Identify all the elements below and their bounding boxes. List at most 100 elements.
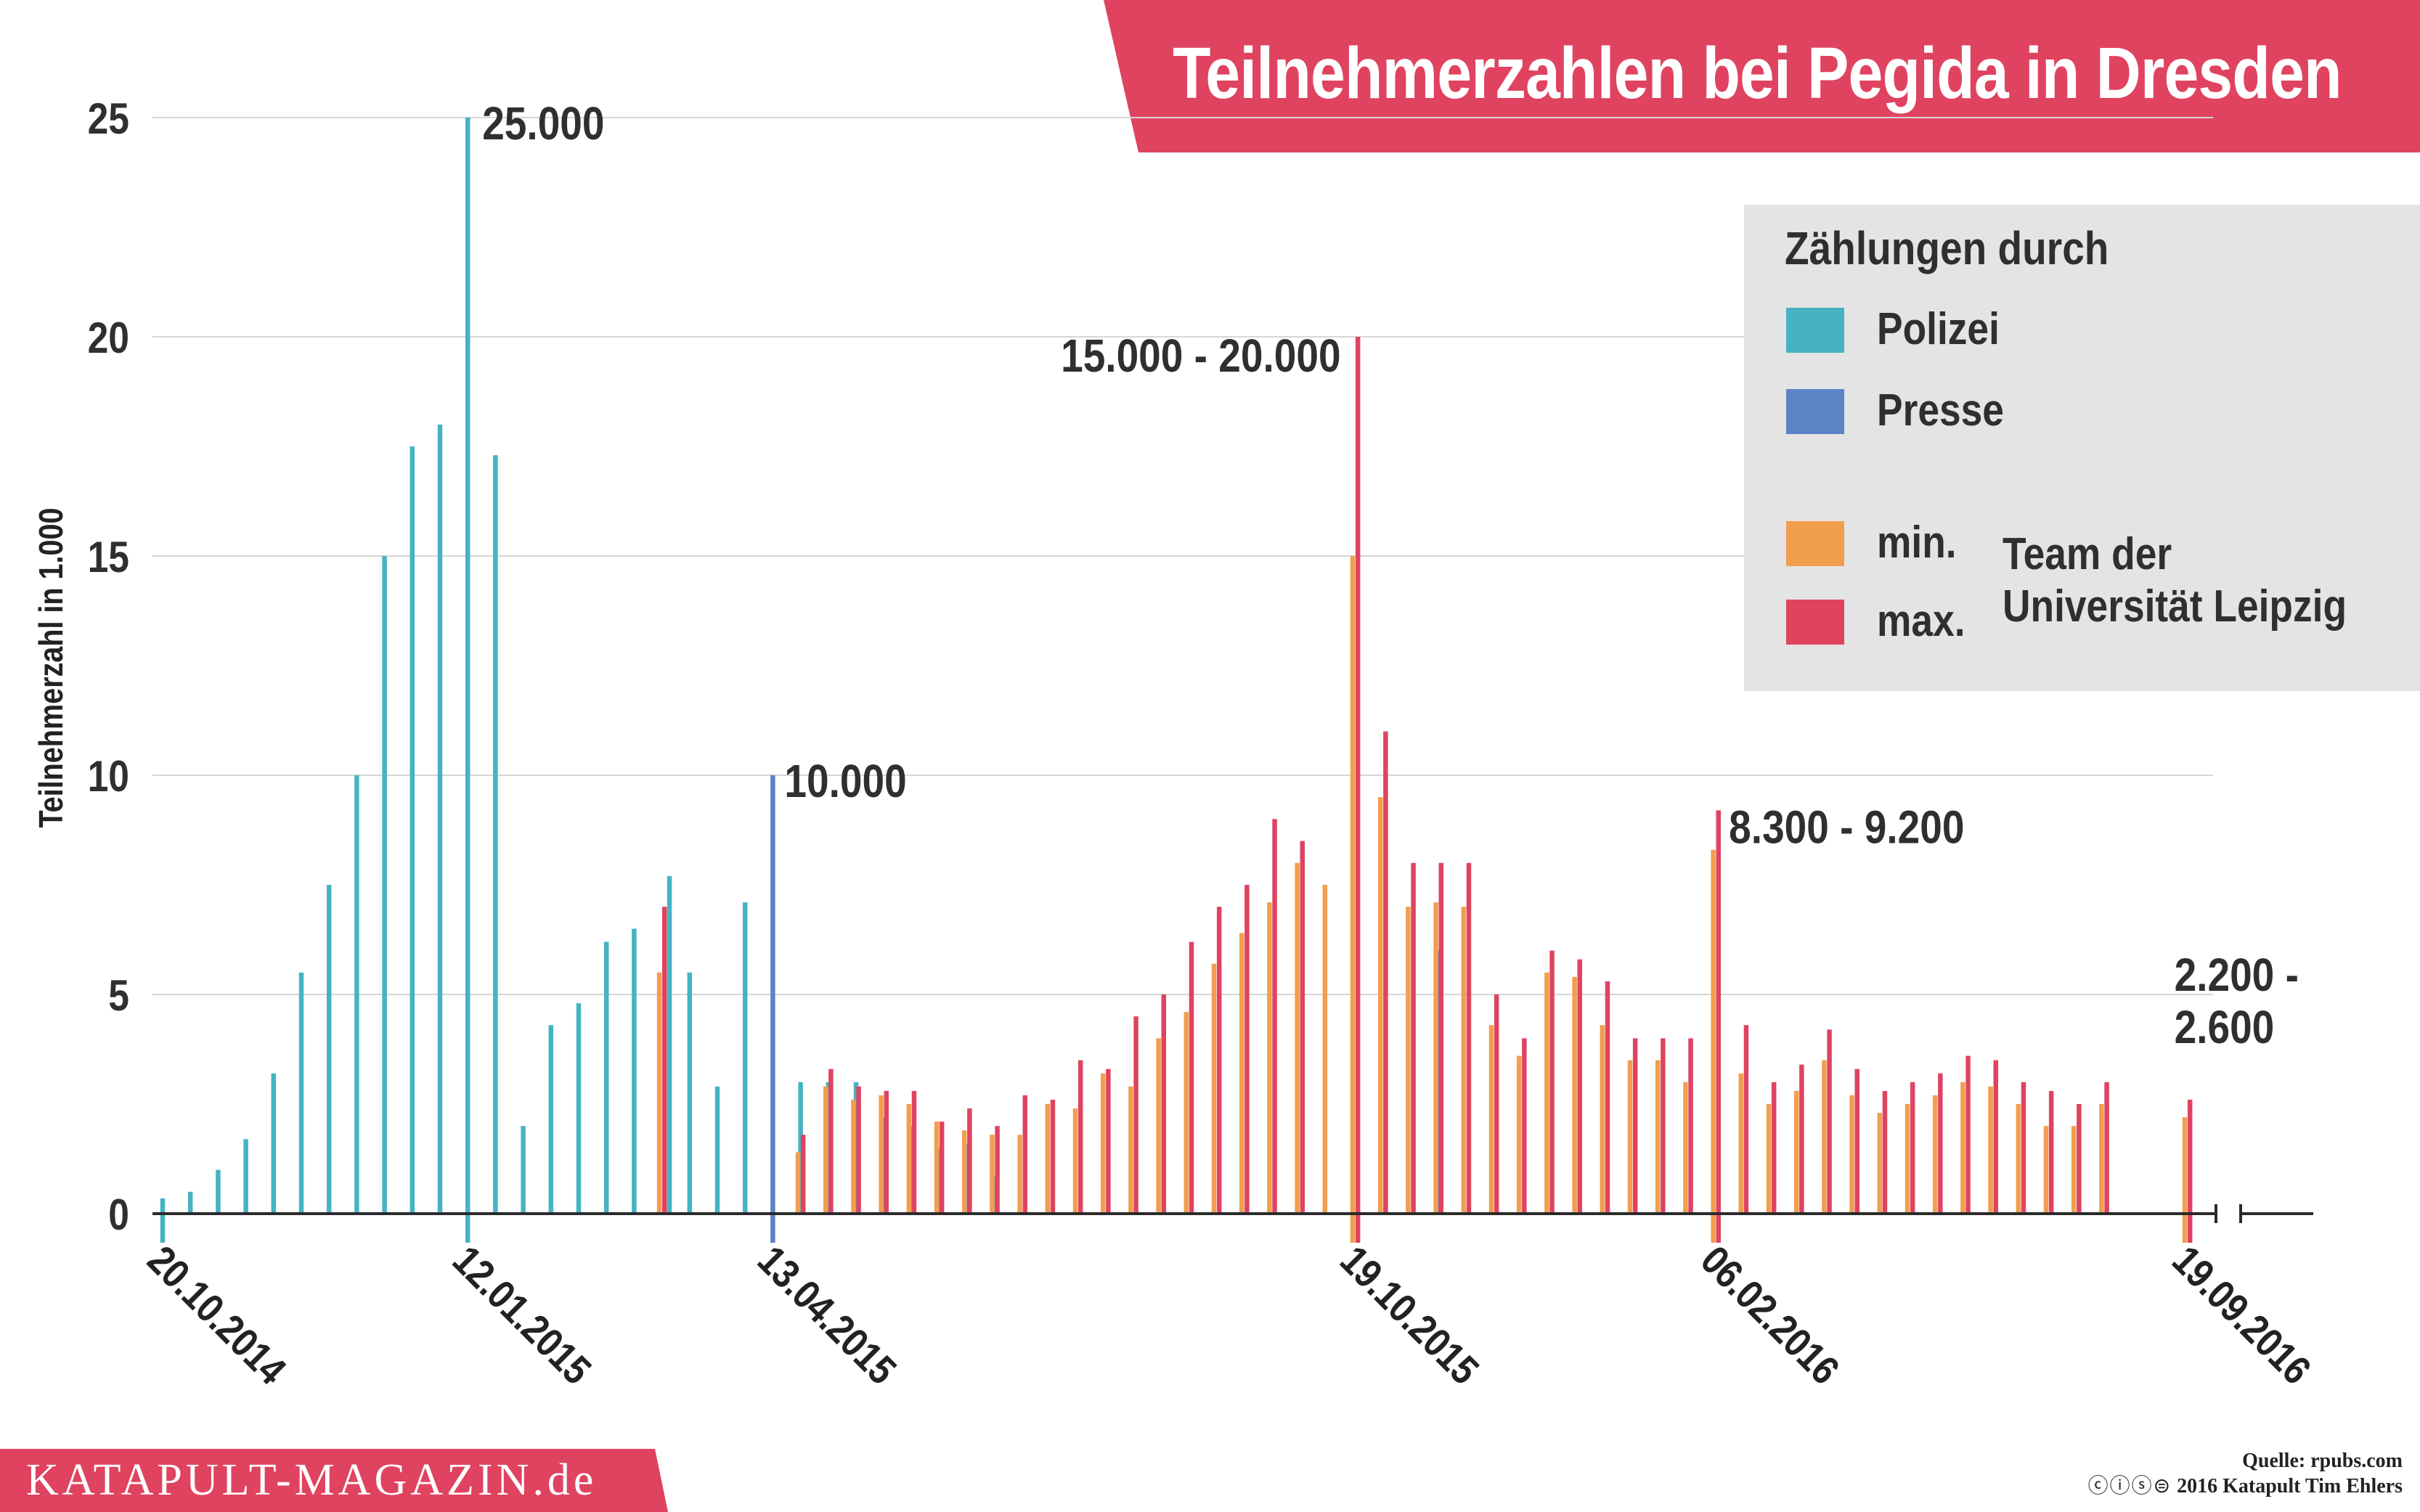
- bar-max: [1910, 1082, 1915, 1214]
- bar-max: [1522, 1038, 1527, 1214]
- bar-min: [1350, 556, 1356, 1243]
- bar-min: [1627, 1060, 1633, 1214]
- bar-polizei: [714, 1086, 720, 1214]
- bar-max: [1938, 1073, 1943, 1214]
- bar-polizei: [298, 972, 304, 1214]
- y-tick-label: 5: [108, 970, 129, 1020]
- bar-min: [1377, 797, 1383, 1214]
- bar-polizei: [493, 455, 498, 1214]
- brand-link[interactable]: KATAPULT-MAGAZIN.de: [26, 1455, 598, 1505]
- bar-presse: [770, 775, 775, 1243]
- value-annotation: 2.600: [2175, 1001, 2275, 1053]
- bar-max: [939, 1121, 945, 1214]
- bar-polizei: [465, 118, 470, 1243]
- y-tick-label: 20: [88, 313, 129, 362]
- bar-min: [934, 1121, 940, 1214]
- y-axis-label: Teilnehmerzahl in 1.000: [33, 507, 70, 827]
- bar-max: [2104, 1082, 2109, 1214]
- bar-min: [1100, 1073, 1106, 1214]
- bar-max: [1106, 1068, 1111, 1214]
- y-tick-label: 0: [108, 1190, 129, 1239]
- bar-max: [800, 1135, 806, 1214]
- bar-min: [1406, 907, 1411, 1214]
- bar-polizei: [687, 972, 693, 1214]
- bar-presse: [1435, 950, 1441, 1214]
- bar-min: [1960, 1082, 1965, 1214]
- source-label: Quelle: rpubs.com: [2242, 1450, 2403, 1472]
- bar-min: [1793, 1090, 1799, 1214]
- bar-min: [1183, 1012, 1189, 1214]
- bar-polizei: [160, 1198, 166, 1243]
- bar-max: [2048, 1090, 2054, 1214]
- bar-max: [1882, 1090, 1888, 1214]
- bar-min: [1295, 862, 1300, 1214]
- bar-min: [1711, 849, 1716, 1243]
- y-tick-label: 10: [88, 751, 129, 801]
- bar-polizei: [964, 1143, 970, 1214]
- bar-polizei: [632, 928, 637, 1214]
- bar-polizei: [382, 556, 387, 1214]
- bar-polizei: [216, 1169, 221, 1214]
- bar-max: [828, 1068, 834, 1214]
- bar-polizei: [826, 1082, 831, 1214]
- legend-team-line1: Team der: [2003, 529, 2172, 579]
- bar-min: [1738, 1073, 1744, 1214]
- bar-max: [1161, 994, 1167, 1214]
- value-annotation: 25.000: [482, 97, 604, 150]
- bar-min: [2016, 1104, 2021, 1214]
- bar-min: [1461, 907, 1467, 1214]
- value-annotation: 8.300 - 9.200: [1729, 801, 1964, 853]
- legend-label-polizei: Polizei: [1877, 304, 2000, 354]
- bar-min: [1211, 963, 1217, 1214]
- chart-title: Teilnehmerzahlen bei Pegida in Dresden: [1173, 33, 2342, 114]
- bar-polizei: [521, 1126, 526, 1214]
- bar-max: [1827, 1029, 1832, 1214]
- legend-heading: Zählungen durch: [1785, 222, 2109, 274]
- bar-max: [1771, 1082, 1777, 1214]
- bar-max: [1355, 337, 1361, 1243]
- value-annotation: 2.200 -: [2175, 949, 2299, 1001]
- bar-polizei: [576, 1003, 582, 1214]
- bar-polizei: [437, 424, 443, 1214]
- bar-max: [1466, 862, 1472, 1214]
- bar-polizei: [410, 446, 415, 1214]
- x-tick-label: 19.10.2015: [1332, 1238, 1487, 1393]
- bar-polizei: [742, 902, 748, 1214]
- bar-min: [1849, 1095, 1854, 1214]
- bar-max: [1050, 1099, 1056, 1214]
- x-tick-label: 19.09.2016: [2164, 1238, 2319, 1393]
- bar-polizei: [548, 1025, 554, 1214]
- bar-min: [1239, 933, 1244, 1214]
- bar-max: [1300, 841, 1305, 1214]
- legend-label-max: max.: [1877, 596, 1965, 646]
- bar-max: [1383, 731, 1388, 1214]
- x-tick-label: 06.02.2016: [1692, 1238, 1847, 1393]
- bar-min: [906, 1104, 912, 1214]
- bar-min: [990, 1135, 995, 1214]
- bar-max: [1022, 1095, 1028, 1214]
- bar-polizei: [187, 1191, 193, 1214]
- bar-max: [1661, 1038, 1666, 1214]
- bar-min: [1128, 1086, 1133, 1214]
- bar-max: [1438, 862, 1444, 1214]
- bar-min: [656, 972, 662, 1214]
- bar-polizei: [937, 1148, 942, 1214]
- bar-min: [1267, 902, 1272, 1214]
- bar-min: [1544, 972, 1549, 1214]
- bar-max: [1632, 1038, 1638, 1214]
- title-banner: [1104, 0, 2420, 152]
- legend-swatch-presse: [1786, 389, 1844, 434]
- credit-label: 2016 Katapult Tim Ehlers: [2177, 1475, 2403, 1497]
- footer-banner: [0, 1449, 668, 1512]
- x-tick-label: 12.01.2015: [444, 1238, 599, 1393]
- bar-max: [1411, 862, 1416, 1214]
- legend-team-label: Team der Universität Leipzig: [2003, 528, 2347, 633]
- bar-polizei: [603, 941, 609, 1214]
- bar-polizei: [326, 885, 332, 1214]
- source-credit: Quelle: rpubs.com ⓒⓘⓢ⊜ 2016 Katapult Tim…: [2088, 1449, 2403, 1499]
- bar-max: [1133, 1016, 1138, 1214]
- bar-max: [1993, 1060, 1999, 1214]
- bar-max: [967, 1108, 972, 1214]
- bar-min: [851, 1099, 856, 1214]
